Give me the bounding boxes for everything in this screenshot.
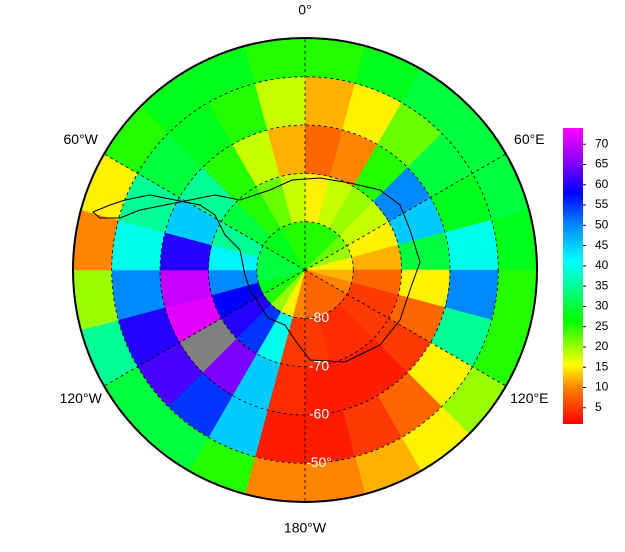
- cell: [72, 269, 119, 331]
- lon-line: [304, 269, 507, 387]
- labels: 0° 60°E 120°E 180°W 120°W 60°W: [60, 2, 549, 536]
- lon-label: 60°W: [64, 131, 99, 147]
- colorbar-tick-label: 60: [595, 177, 609, 191]
- cell: [72, 209, 119, 271]
- lon-line: [304, 153, 507, 271]
- colorbar-tick-label: 40: [595, 258, 609, 272]
- lat-line: [256, 221, 354, 319]
- lon-label: 120°E: [510, 390, 548, 406]
- cell: [304, 37, 366, 84]
- graticule: [72, 37, 538, 503]
- colorbar-tick-label: 25: [595, 319, 609, 333]
- colorbar-tick-label: 5: [595, 400, 602, 414]
- colorbar-tick-label: 35: [595, 278, 609, 292]
- colorbar-tick-label: 70: [595, 136, 609, 150]
- cell: [244, 37, 306, 84]
- colorbar: 5 10 15 20 25 30 35 40 45 50 55 60 65 70: [563, 128, 609, 424]
- colorbar-tick-label: 50: [595, 217, 609, 231]
- lat-label: -70: [309, 357, 329, 373]
- lon-label: 180°W: [284, 520, 327, 536]
- colorbar-tick-label: 65: [595, 157, 609, 171]
- colorbar-tick-label: 30: [595, 299, 609, 313]
- lat-line: [159, 124, 451, 416]
- lat-label: -60: [309, 406, 329, 422]
- colorbar-scale: [563, 128, 583, 424]
- colorbar-tick-label: 55: [595, 197, 609, 211]
- colorbar-tick-label: 20: [595, 339, 609, 353]
- lon-line: [103, 153, 306, 271]
- lat-line: [111, 76, 499, 464]
- lon-label: 0°: [298, 2, 311, 18]
- lon-label: 120°W: [60, 390, 103, 406]
- lon-line: [103, 269, 306, 387]
- cell: [491, 269, 538, 331]
- coastline: [92, 177, 421, 363]
- colorbar-tick-label: 15: [595, 359, 609, 373]
- colorbar-tick-label: 10: [595, 380, 609, 394]
- lat-label: -80: [309, 309, 329, 325]
- cell: [491, 209, 538, 271]
- lat-labels: -80 -70 -60 -50°: [306, 309, 332, 470]
- cell: [244, 456, 306, 503]
- lon-label: 60°E: [514, 131, 545, 147]
- lat-label: -50°: [306, 454, 332, 470]
- map-border: [72, 37, 538, 503]
- colorbar-tick-label: 45: [595, 238, 609, 252]
